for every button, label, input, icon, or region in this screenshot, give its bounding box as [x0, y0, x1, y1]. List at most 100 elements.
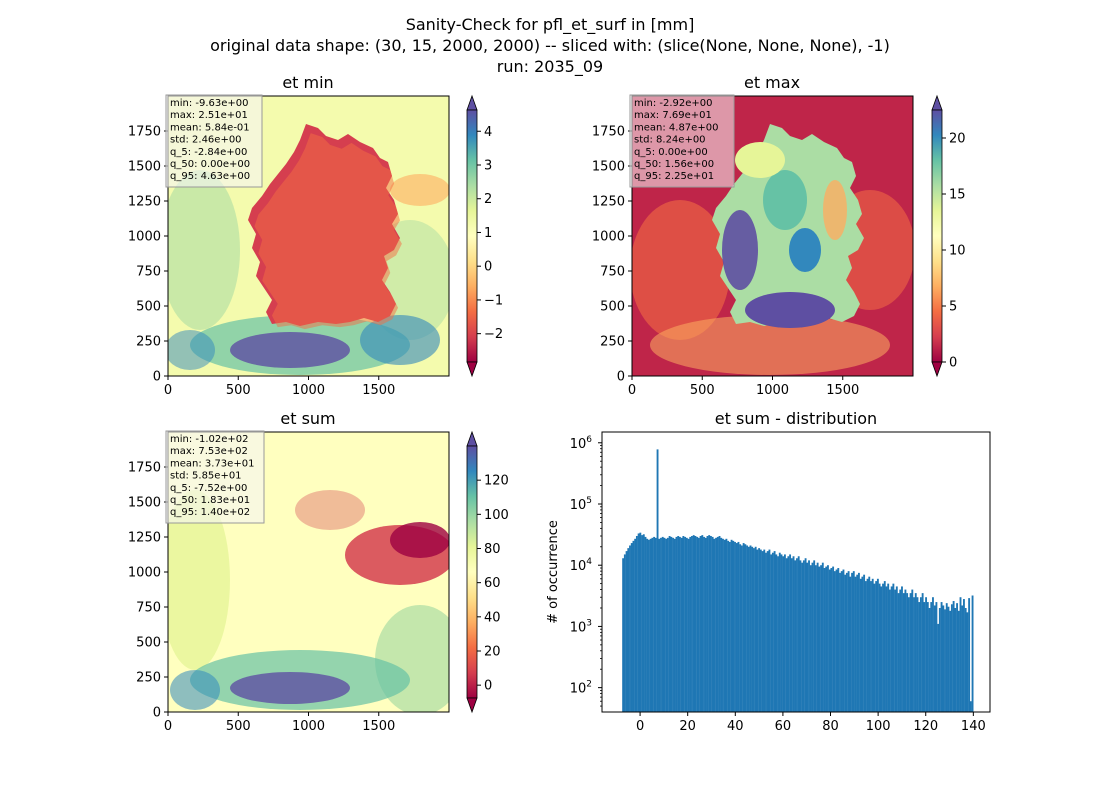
y-tick-label: 1250	[128, 195, 161, 210]
y-tick-label: 750	[600, 265, 625, 280]
histogram-bar	[685, 537, 688, 712]
y-tick-label: 1750	[128, 461, 161, 476]
histogram-bar	[937, 623, 940, 712]
histogram-bar	[868, 576, 871, 712]
histogram-bar	[694, 536, 697, 712]
histogram-bar	[858, 572, 860, 712]
y-tick-label: 102	[570, 680, 592, 697]
histogram-bar	[677, 536, 680, 712]
x-tick-label: 60	[775, 719, 792, 734]
histogram-bar	[799, 560, 802, 712]
y-tick-label: 250	[136, 671, 161, 686]
x-tick-label: 80	[822, 719, 839, 734]
histogram-bar	[963, 599, 965, 712]
histogram-bar	[673, 538, 676, 712]
colorbar-tick-label: 0	[949, 356, 957, 371]
histogram-bar	[749, 545, 752, 712]
y-tick-label: 1500	[592, 160, 625, 175]
histogram-bar	[747, 546, 750, 712]
histogram-bar	[730, 539, 733, 712]
y-tick-label: 250	[136, 335, 161, 350]
stats-line: std: 5.85e+01	[170, 471, 242, 482]
histogram-bar	[649, 538, 652, 712]
histogram-bar	[796, 558, 798, 712]
histogram-bar	[820, 565, 823, 712]
histogram-bar	[851, 572, 853, 712]
x-axis-ticks: 0 500 1000 1500	[164, 376, 395, 398]
histogram-bar	[821, 562, 824, 712]
histogram-bar	[913, 597, 915, 712]
histogram-bar	[827, 565, 829, 712]
histogram-bar	[668, 536, 671, 712]
histogram-bar	[839, 572, 841, 712]
y-tick-label: 500	[136, 300, 161, 315]
y-tick-label: 1750	[592, 125, 625, 140]
histogram-bar	[942, 605, 945, 712]
histogram-bar	[901, 586, 903, 712]
stats-line: q_95: 4.63e+00	[170, 171, 250, 182]
histogram-bar	[656, 449, 659, 712]
x-tick-label: 100	[866, 719, 891, 734]
histogram-bar	[763, 549, 766, 712]
histogram-bar	[660, 537, 662, 712]
histogram-bar	[689, 536, 692, 712]
x-tick-label: 0	[164, 383, 172, 398]
histogram-bar	[646, 538, 649, 712]
x-tick-label: 140	[961, 719, 986, 734]
axes-frame	[601, 431, 991, 713]
histogram-bar	[966, 612, 969, 712]
histogram-bar	[897, 593, 900, 712]
histogram-bar	[777, 556, 779, 712]
y-tick-label: 1250	[128, 531, 161, 546]
colorbar-tick-label: 10	[949, 244, 966, 259]
histogram-bar	[949, 610, 952, 712]
y-tick-label: 106	[570, 435, 593, 452]
histogram-bar	[790, 558, 793, 712]
histogram-bar	[691, 536, 693, 712]
histogram-bar	[840, 571, 843, 712]
y-tick-label: 500	[600, 300, 625, 315]
histogram-bar	[902, 593, 905, 712]
histogram-bar	[808, 560, 810, 712]
colorbar-tick-label: 5	[949, 300, 957, 315]
x-tick-label: 1500	[362, 383, 395, 398]
histogram-bar	[718, 536, 721, 712]
panel-et-min: et min 0 500 1000 1500 0 250 500 750 1000 1250 15…	[128, 73, 503, 398]
histogram-bar	[644, 536, 647, 712]
histogram-bar	[935, 602, 938, 712]
stats-line: min: -2.92e+00	[634, 98, 713, 109]
histogram-bar	[895, 586, 898, 712]
x-axis-ticks: 0 500 1000 1500	[164, 712, 395, 734]
histogram-bar	[863, 574, 866, 712]
histogram-bar	[761, 551, 764, 712]
histogram-bar	[666, 537, 669, 712]
histogram-bar	[918, 602, 921, 712]
histogram-bar	[751, 546, 754, 712]
histogram-bar	[930, 602, 933, 712]
colorbar-tick-label: 80	[484, 542, 501, 557]
histogram-bar	[814, 565, 817, 712]
histogram-bar	[959, 597, 962, 712]
histogram-bar	[797, 556, 800, 712]
colorbar-tick-label: 100	[484, 508, 509, 523]
colorbar-tick-label: 1	[484, 226, 492, 241]
histogram-bar	[713, 538, 716, 712]
histogram-bar	[921, 593, 924, 712]
histogram-bar	[875, 581, 878, 712]
stats-line: q_5: -2.84e+00	[170, 147, 247, 158]
histogram-bar	[954, 607, 957, 712]
histogram-bar	[642, 534, 645, 712]
stats-line: mean: 5.84e-01	[170, 122, 250, 133]
histogram-bar	[759, 549, 762, 712]
histogram-bar	[754, 546, 757, 712]
colorbar-tick-label: 4	[484, 125, 492, 140]
histogram-bar	[904, 589, 907, 712]
histogram-bar	[859, 578, 862, 712]
histogram-bar	[907, 597, 910, 712]
histogram-bar	[758, 548, 761, 712]
histogram-bar	[692, 535, 695, 712]
histogram-bar	[675, 536, 678, 712]
stats-line: min: -9.63e+00	[170, 98, 249, 109]
y-tick-label: 0	[617, 370, 625, 385]
